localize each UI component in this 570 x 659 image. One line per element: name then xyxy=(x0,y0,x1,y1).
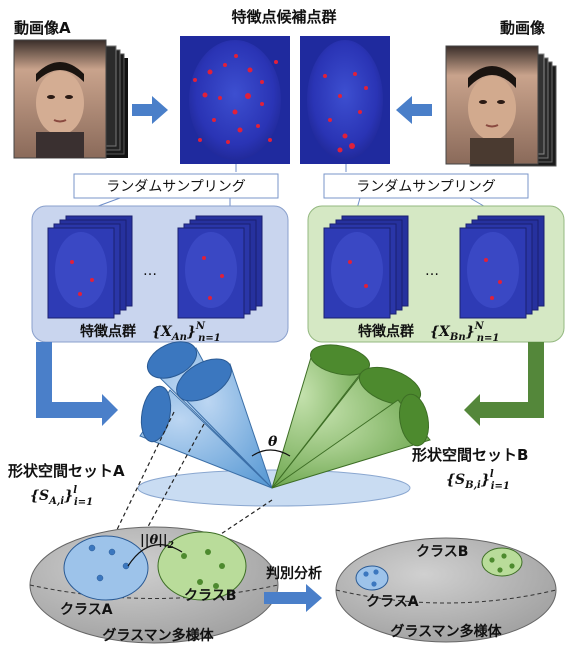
ellipsis-a: … xyxy=(143,263,157,279)
video-b-stack xyxy=(445,45,557,167)
manifold-label-right: グラスマン多様体 xyxy=(390,623,502,640)
sample-stack-a1 xyxy=(47,215,133,319)
sampling-label-b: ランダムサンプリング xyxy=(356,179,496,195)
video-b-label: 動画像 xyxy=(500,19,546,37)
sample-stack-b2 xyxy=(459,215,545,319)
theta-label: θ xyxy=(268,434,278,450)
group-a-label: 特徴点群 xyxy=(80,323,136,340)
bent-arrow-a-icon xyxy=(36,342,118,426)
sample-stack-a2 xyxy=(177,215,263,319)
arrow-right-icon xyxy=(132,96,168,124)
group-b-math: {XBn}N n=1 xyxy=(430,321,499,344)
set-a-label: 形状空間セットA xyxy=(8,462,125,480)
bent-arrow-b-icon xyxy=(464,342,544,426)
norm-label: ||θ||2 xyxy=(140,533,174,551)
class-a-region-left xyxy=(63,535,149,601)
shape-space-plane xyxy=(137,469,411,507)
set-b-math: {SB,i}l i=1 xyxy=(446,469,510,492)
set-a-math: {SA,i}l i=1 xyxy=(30,485,93,508)
arrow-left-icon xyxy=(396,96,432,124)
discriminant-label: 判別分析 xyxy=(266,565,322,582)
blue-cones xyxy=(139,341,273,489)
face-a-icon xyxy=(36,71,84,135)
video-a-stack xyxy=(13,39,128,159)
group-a-math: {XAn}N n=1 xyxy=(152,321,221,344)
class-b-region-left xyxy=(157,531,247,601)
class-a-region-right xyxy=(355,565,389,591)
sampling-box-b xyxy=(323,173,529,199)
candidates-label: 特徴点候補点群 xyxy=(231,8,336,26)
discriminant-arrow-icon xyxy=(264,584,322,612)
ellipsis-b: … xyxy=(425,263,439,279)
class-b-label-left: クラスB xyxy=(184,588,236,604)
manifold-label-left: グラスマン多様体 xyxy=(102,627,214,644)
face-b-icon xyxy=(468,76,516,140)
group-b-label: 特徴点群 xyxy=(358,323,414,340)
sampling-box-a xyxy=(73,173,279,199)
sample-stack-b1 xyxy=(323,215,409,319)
candidate-heatmap-a xyxy=(180,36,290,164)
class-b-label-right: クラスB xyxy=(416,544,468,560)
green-cones xyxy=(271,344,431,489)
candidate-heatmap-b xyxy=(300,36,390,164)
video-a-label: 動画像A xyxy=(14,19,71,37)
sampling-label-a: ランダムサンプリング xyxy=(106,179,246,195)
class-a-label-left: クラスA xyxy=(60,602,113,618)
class-a-label-right: クラスA xyxy=(366,594,419,610)
class-b-region-right xyxy=(481,547,523,577)
set-b-label: 形状空間セットB xyxy=(412,446,528,464)
